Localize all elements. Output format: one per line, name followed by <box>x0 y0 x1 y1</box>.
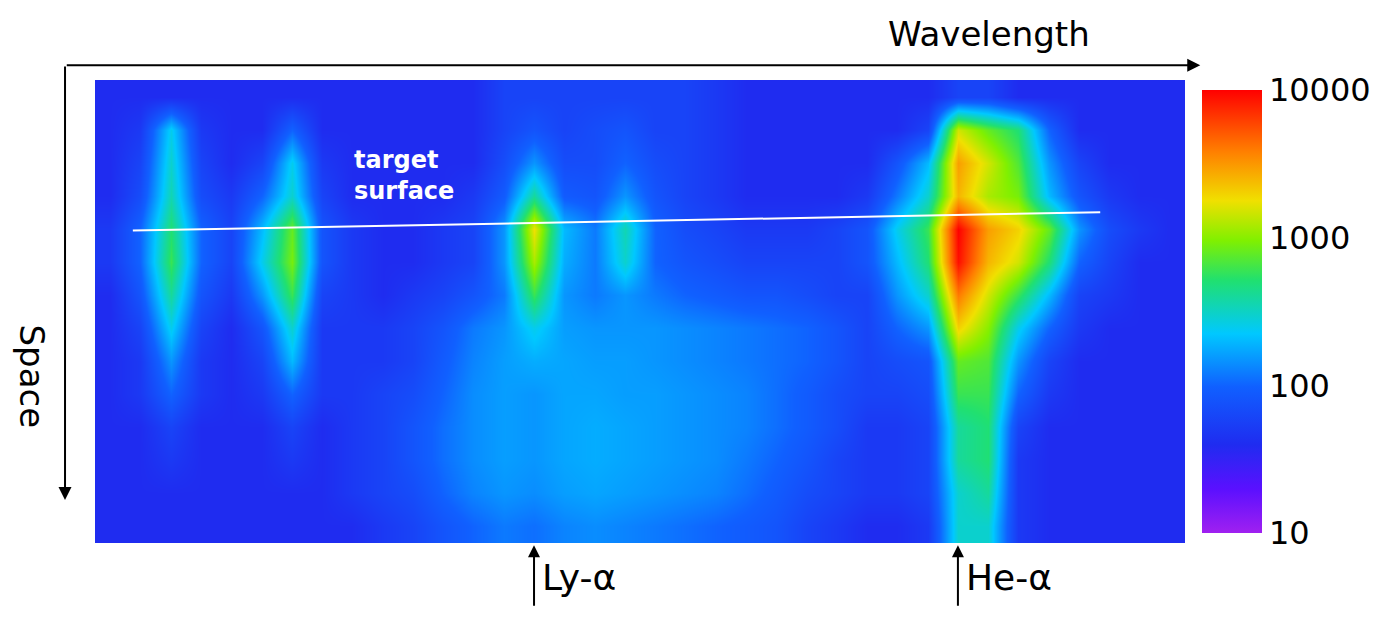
svg-text:He-α: He-α <box>966 557 1052 598</box>
svg-text:10: 10 <box>1269 514 1310 552</box>
svg-text:Wavelength: Wavelength <box>888 14 1090 54</box>
svg-text:100: 100 <box>1269 367 1330 405</box>
svg-text:targetsurface: targetsurface <box>354 146 454 205</box>
svg-text:Ly-α: Ly-α <box>542 557 616 598</box>
svg-text:10000: 10000 <box>1269 71 1371 109</box>
svg-text:Space: Space <box>12 325 52 429</box>
svg-text:1000: 1000 <box>1269 219 1350 257</box>
